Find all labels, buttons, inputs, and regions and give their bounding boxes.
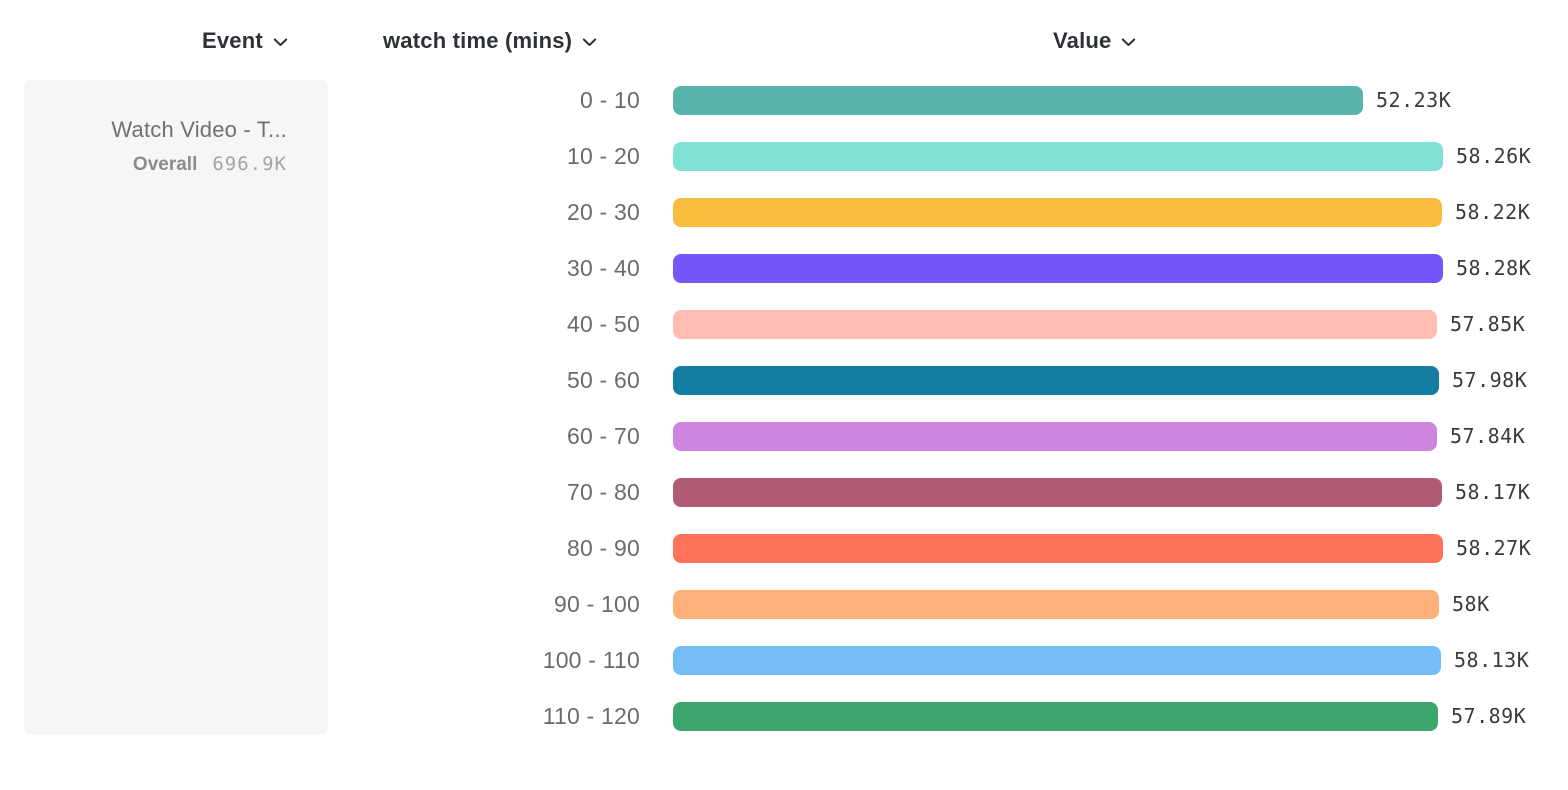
event-name: Watch Video - T...: [111, 117, 287, 142]
chart-row: 90 - 100 58K: [0, 590, 1568, 619]
bucket-label: 30 - 40: [566, 255, 640, 281]
bucket-label: 50 - 60: [566, 367, 640, 393]
value-label: 57.98K: [1452, 368, 1528, 392]
chart-row: 30 - 40 58.28K: [0, 254, 1568, 283]
value-bar[interactable]: [673, 702, 1438, 731]
bucket-label: 10 - 20: [566, 143, 640, 169]
chart-row: 110 - 120 57.89K: [0, 702, 1568, 731]
value-label: 58.13K: [1454, 648, 1530, 672]
value-label: 58.28K: [1456, 256, 1532, 280]
value-bar[interactable]: [673, 142, 1443, 171]
chart-row: 20 - 30 58.22K: [0, 198, 1568, 227]
value-bar[interactable]: [673, 590, 1439, 619]
chart-row: 50 - 60 57.98K: [0, 366, 1568, 395]
value-column-header[interactable]: Value: [1053, 28, 1136, 54]
value-bar[interactable]: [673, 646, 1441, 675]
value-bar[interactable]: [673, 366, 1439, 395]
chart-row: 70 - 80 58.17K: [0, 478, 1568, 507]
overall-label: Overall: [132, 154, 198, 175]
chevron-down-icon: [1121, 38, 1136, 47]
chevron-down-icon: [273, 38, 288, 47]
value-bar[interactable]: [673, 254, 1443, 283]
chart-row: 80 - 90 58.27K: [0, 534, 1568, 563]
value-label: 58K: [1452, 592, 1490, 616]
bucket-label: 100 - 110: [542, 647, 640, 673]
bucket-label: 20 - 30: [566, 199, 640, 225]
value-label: 57.85K: [1450, 312, 1526, 336]
bucket-label: 90 - 100: [554, 591, 640, 617]
chart-row: 10 - 20 58.26K: [0, 142, 1568, 171]
event-card: Watch Video - T... Overall 696.9K: [24, 80, 328, 735]
value-bar[interactable]: [673, 534, 1443, 563]
value-bar[interactable]: [673, 422, 1437, 451]
overall-value: 696.9K: [212, 153, 287, 175]
breakdown-column-label: watch time (mins): [383, 28, 573, 53]
bucket-label: 0 - 10: [579, 87, 640, 113]
bucket-label: 40 - 50: [566, 311, 640, 337]
value-label: 58.22K: [1455, 200, 1531, 224]
bucket-label: 80 - 90: [566, 535, 640, 561]
overall-row: Overall 696.9K: [44, 153, 287, 176]
value-label: 58.26K: [1456, 144, 1532, 168]
event-column-label: Event: [202, 28, 263, 53]
breakdown-column-header[interactable]: watch time (mins): [383, 28, 597, 54]
value-bar[interactable]: [673, 310, 1437, 339]
chart-row: 40 - 50 57.85K: [0, 310, 1568, 339]
chart-row: 0 - 10 52.23K: [0, 86, 1568, 115]
value-label: 58.17K: [1455, 480, 1531, 504]
value-label: 52.23K: [1376, 88, 1452, 112]
bucket-label: 60 - 70: [566, 423, 640, 449]
value-bar[interactable]: [673, 478, 1442, 507]
value-label: 57.84K: [1450, 424, 1526, 448]
value-bar[interactable]: [673, 198, 1442, 227]
value-label: 57.89K: [1451, 704, 1527, 728]
bucket-label: 110 - 120: [542, 703, 640, 729]
chart-row: 60 - 70 57.84K: [0, 422, 1568, 451]
value-column-label: Value: [1053, 28, 1112, 53]
bucket-label: 70 - 80: [566, 479, 640, 505]
value-label: 58.27K: [1456, 536, 1532, 560]
event-column-header[interactable]: Event: [202, 28, 288, 54]
chart-row: 100 - 110 58.13K: [0, 646, 1568, 675]
chevron-down-icon: [582, 38, 597, 47]
value-bar[interactable]: [673, 86, 1363, 115]
